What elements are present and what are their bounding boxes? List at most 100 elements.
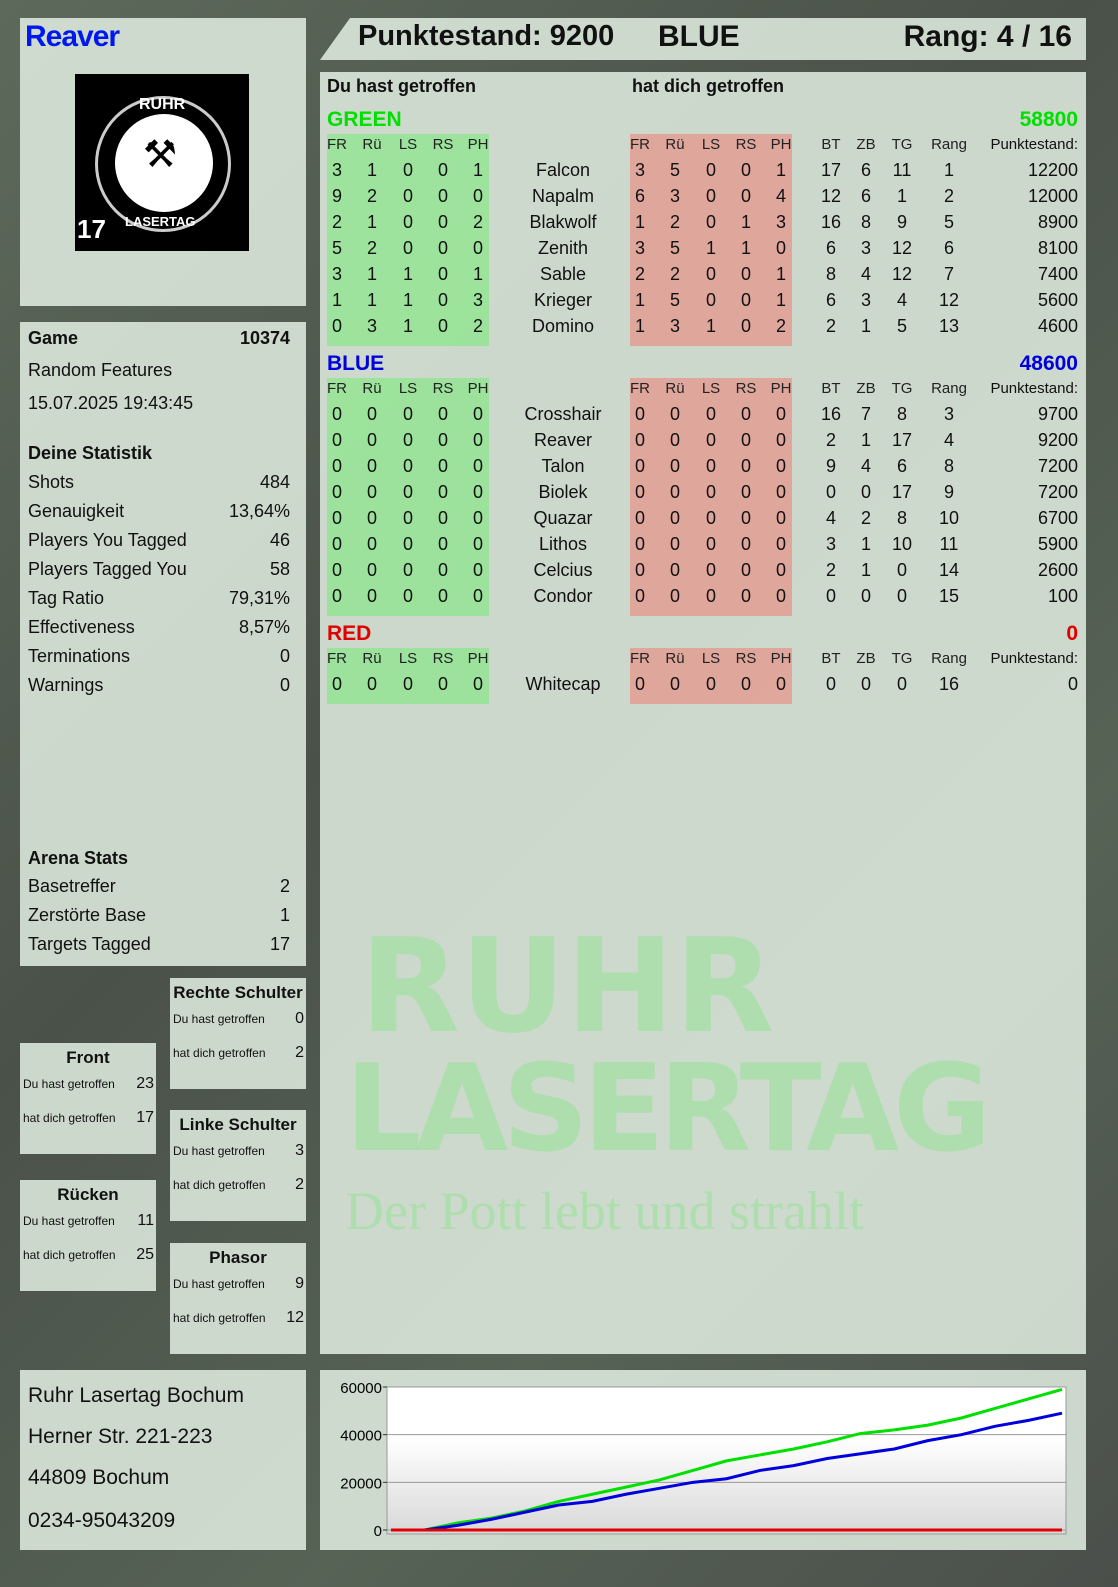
player-name: Lithos — [538, 534, 588, 554]
player-row[interactable]: 0 0 0 0 0 Reaver 0 0 0 0 0 2 1 17 4 9200 — [320, 430, 1086, 456]
scoreboard-panel: Du hast getroffen hat dich getroffen GRE… — [320, 72, 1086, 1354]
y-tick-label: 40000 — [340, 1428, 382, 1445]
player-name: Celcius — [533, 560, 593, 580]
hit-you-value: 2 — [669, 264, 680, 284]
player-row[interactable]: 0 0 0 0 0 Quazar 0 0 0 0 0 4 2 8 10 6700 — [320, 508, 1086, 534]
player-stat: 16 — [820, 212, 842, 232]
you-hit-value: 0 — [331, 534, 342, 554]
player-stat: 3 — [860, 290, 871, 310]
you-hit-value: 0 — [472, 456, 483, 476]
player-stat: 8 — [860, 212, 871, 232]
hit-you-value: 0 — [775, 560, 786, 580]
zone-title: Front — [66, 1048, 110, 1067]
player-stat: 11 — [939, 534, 959, 554]
player-stat: 2 — [825, 430, 836, 450]
col-header: PH — [770, 136, 792, 153]
you-hit-value: 0 — [402, 186, 413, 206]
player-row[interactable]: 0 0 0 0 0 Celcius 0 0 0 0 0 2 1 0 14 2600 — [320, 560, 1086, 586]
you-hit-value: 0 — [472, 430, 483, 450]
hit-you-label: hat dich getroffen — [632, 76, 784, 96]
hit-you-value: 3 — [669, 186, 680, 206]
hit-you-value: 0 — [634, 430, 645, 450]
col-header: BT — [821, 136, 841, 153]
player-stat: 7 — [943, 264, 954, 284]
zone-title: Phasor — [209, 1248, 267, 1267]
player-stat: 3 — [860, 238, 871, 258]
hit-you-value: 0 — [775, 508, 786, 528]
col-header: BT — [821, 650, 841, 667]
you-hit-value: 0 — [437, 456, 448, 476]
player-stat: 6 — [860, 160, 871, 180]
hit-you-value: 3 — [775, 212, 786, 232]
player-name: Talon — [541, 456, 585, 476]
player-stat: 11 — [892, 160, 912, 180]
you-hit-block — [327, 378, 489, 616]
player-score: 6700 — [1037, 508, 1078, 528]
hit-you-value: 0 — [775, 430, 786, 450]
player-row[interactable]: 0 0 0 0 0 Lithos 0 0 0 0 0 3 1 10 11 5900 — [320, 534, 1086, 560]
stat-value: 79,31% — [228, 588, 290, 608]
stat-value: 0 — [279, 646, 290, 666]
col-header: Rang — [931, 136, 967, 153]
zone-got-value: 2 — [295, 1044, 304, 1061]
you-hit-value: 0 — [437, 508, 448, 528]
player-row[interactable]: 1 1 1 0 3 Krieger 1 5 0 0 1 6 3 4 12 5600 — [320, 290, 1086, 316]
you-hit-value: 0 — [472, 586, 483, 606]
you-hit-value: 3 — [472, 290, 483, 310]
player-row[interactable]: 0 0 0 0 0 Talon 0 0 0 0 0 9 4 6 8 7200 — [320, 456, 1086, 482]
you-hit-value: 0 — [437, 404, 448, 424]
player-score: 2600 — [1037, 560, 1078, 580]
col-header: RS — [735, 136, 757, 153]
player-row[interactable]: 5 2 0 0 0 Zenith 3 5 1 1 0 6 3 12 6 8100 — [320, 238, 1086, 264]
hit-you-value: 0 — [705, 160, 716, 180]
zone-hit-value: 9 — [295, 1275, 304, 1292]
player-stat: 16 — [938, 674, 960, 694]
col-header: FR — [327, 650, 347, 667]
col-header: FR — [630, 380, 650, 397]
you-hit-value: 0 — [437, 430, 448, 450]
player-stat: 6 — [860, 186, 871, 206]
player-row[interactable]: 2 1 0 0 2 Blakwolf 1 2 0 1 3 16 8 9 5 8900 — [320, 212, 1086, 238]
player-stat: 2 — [943, 186, 954, 206]
vest-number: 17 — [77, 214, 106, 244]
you-hit-value: 5 — [331, 238, 342, 258]
hit-you-value: 0 — [669, 534, 680, 554]
hit-you-value: 0 — [705, 534, 716, 554]
stat-row: Players Tagged You 58 — [28, 559, 290, 580]
player-stat: 12 — [891, 238, 913, 258]
player-row[interactable]: 3 1 0 0 1 Falcon 3 5 0 0 1 17 6 11 1 12200 — [320, 160, 1086, 186]
you-hit-value: 0 — [331, 508, 342, 528]
player-stat: 3 — [825, 534, 836, 554]
you-hit-value: 0 — [366, 430, 377, 450]
player-name: Crosshair — [524, 404, 602, 424]
hit-you-value: 0 — [740, 404, 751, 424]
logo-text-top: RUHR — [139, 96, 186, 113]
hit-you-value: 0 — [740, 674, 751, 694]
player-row[interactable]: 0 0 0 0 0 Biolek 0 0 0 0 0 0 0 17 9 7200 — [320, 482, 1086, 508]
player-stat: 0 — [825, 674, 836, 694]
player-name: Falcon — [535, 160, 591, 180]
player-row[interactable]: 3 1 1 0 1 Sable 2 2 0 0 1 8 4 12 7 7400 — [320, 264, 1086, 290]
player-stat: 12 — [891, 264, 913, 284]
hit-you-value: 0 — [740, 430, 751, 450]
col-header: Rü — [665, 380, 685, 397]
col-header: Rü — [362, 650, 382, 667]
player-score: 8100 — [1037, 238, 1078, 258]
player-row[interactable]: 0 3 1 0 2 Domino 1 3 1 0 2 2 1 5 13 4600 — [320, 316, 1086, 342]
player-stat: 6 — [825, 238, 836, 258]
player-score: 7200 — [1037, 482, 1078, 502]
hit-you-value: 0 — [669, 508, 680, 528]
hit-you-value: 0 — [775, 238, 786, 258]
player-score: Punktestand: 9200 — [358, 20, 615, 52]
player-stat: 9 — [896, 212, 907, 232]
you-hit-value: 0 — [331, 560, 342, 580]
player-row[interactable]: 0 0 0 0 0 Crosshair 0 0 0 0 0 16 7 8 3 9700 — [320, 404, 1086, 430]
player-row[interactable]: 0 0 0 0 0 Condor 0 0 0 0 0 0 0 0 15 100 — [320, 586, 1086, 612]
address-line: 44809 Bochum — [28, 1466, 170, 1489]
hit-you-value: 1 — [705, 238, 716, 258]
player-row[interactable]: 0 0 0 0 0 Whitecap 0 0 0 0 0 0 0 0 16 0 — [320, 674, 1086, 700]
player-row[interactable]: 9 2 0 0 0 Napalm 6 3 0 0 4 12 6 1 2 12000 — [320, 186, 1086, 212]
hit-you-value: 0 — [775, 586, 786, 606]
arena-value: 2 — [279, 876, 290, 896]
player-stat: 15 — [938, 586, 960, 606]
